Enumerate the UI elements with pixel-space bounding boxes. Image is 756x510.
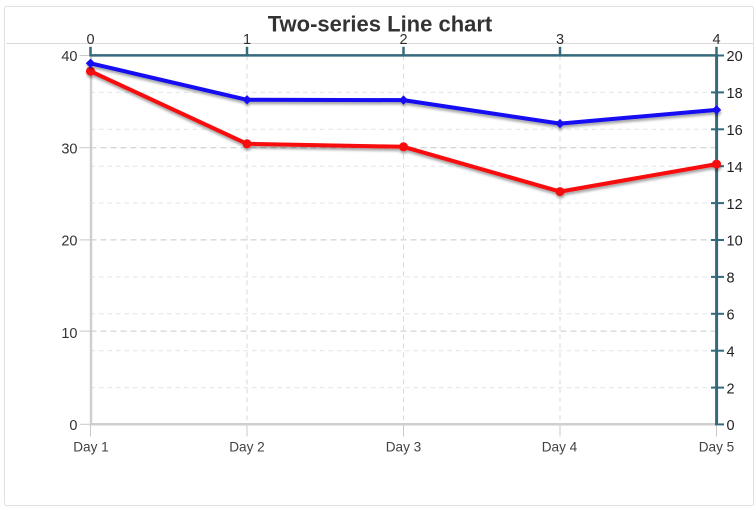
svg-text:8: 8: [727, 271, 735, 287]
svg-text:3: 3: [556, 32, 564, 48]
svg-text:4: 4: [712, 32, 720, 48]
svg-text:0: 0: [86, 32, 94, 48]
svg-text:4: 4: [727, 344, 735, 360]
svg-text:18: 18: [727, 86, 743, 102]
svg-text:Day 5: Day 5: [699, 440, 735, 455]
svg-text:Day 4: Day 4: [542, 440, 578, 455]
svg-text:30: 30: [61, 141, 77, 157]
svg-text:6: 6: [727, 308, 735, 324]
svg-text:Day 2: Day 2: [229, 440, 265, 455]
svg-text:20: 20: [61, 234, 77, 250]
svg-text:20: 20: [727, 49, 743, 65]
svg-text:2: 2: [399, 32, 407, 48]
svg-text:Day 1: Day 1: [73, 440, 109, 455]
svg-text:10: 10: [727, 234, 743, 250]
svg-text:2: 2: [727, 381, 735, 397]
svg-text:0: 0: [727, 418, 735, 434]
svg-text:40: 40: [61, 49, 77, 65]
svg-text:1: 1: [243, 32, 251, 48]
svg-text:12: 12: [727, 197, 743, 213]
svg-text:16: 16: [727, 123, 743, 139]
svg-text:10: 10: [61, 326, 77, 342]
svg-text:14: 14: [727, 160, 743, 176]
svg-text:Day 3: Day 3: [386, 440, 422, 455]
svg-text:Two-series Line chart: Two-series Line chart: [268, 12, 493, 37]
svg-text:0: 0: [69, 418, 77, 434]
